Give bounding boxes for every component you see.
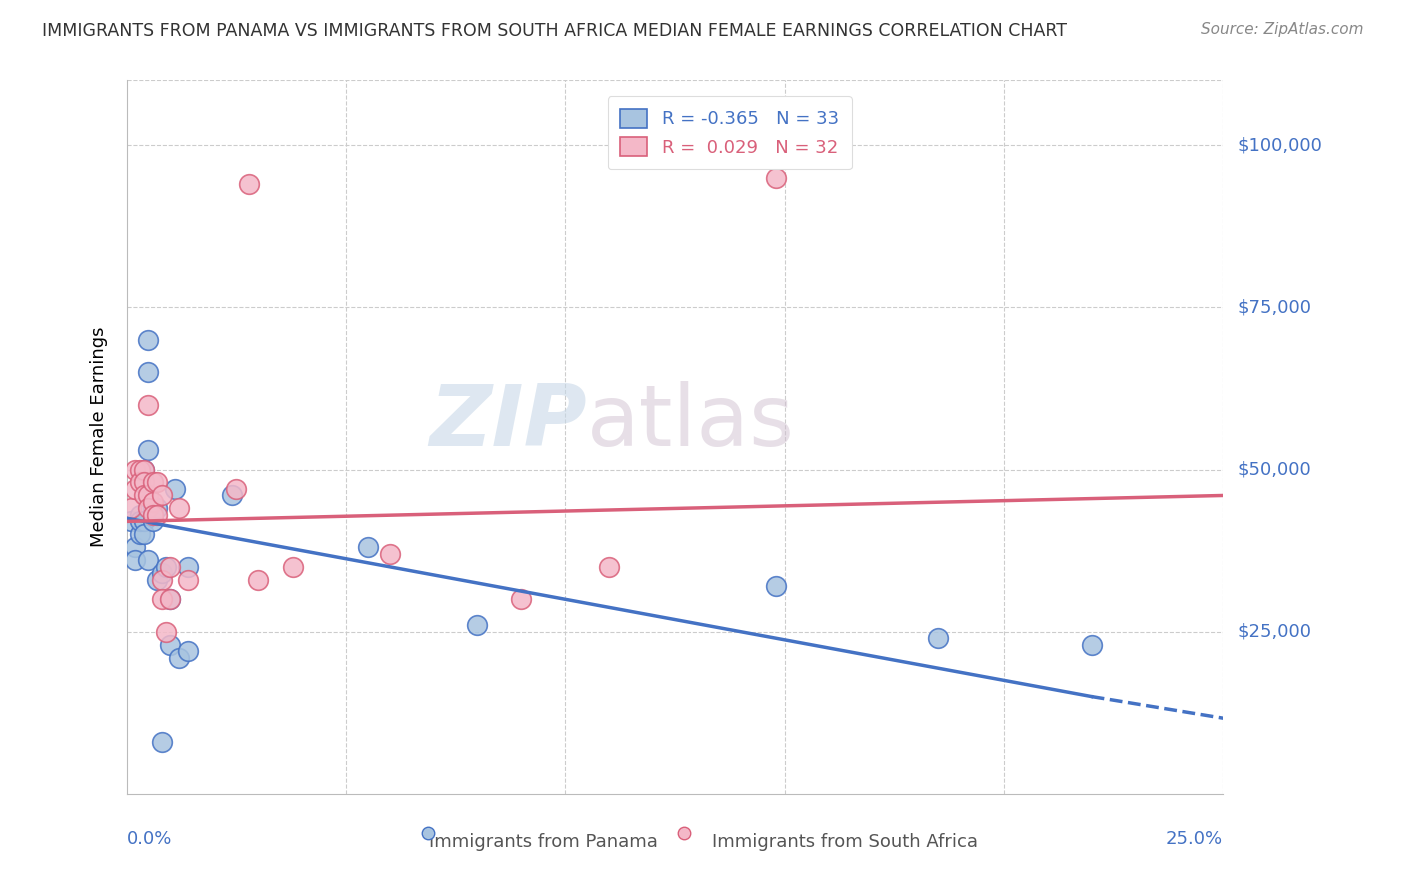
Point <box>150 735 173 749</box>
Point <box>146 573 169 587</box>
Point <box>159 559 181 574</box>
Text: 25.0%: 25.0% <box>1166 830 1223 847</box>
Point <box>155 624 177 639</box>
Text: Immigrants from Panama: Immigrants from Panama <box>429 833 658 851</box>
Point <box>1080 638 1102 652</box>
Point <box>177 644 200 658</box>
Point <box>510 592 533 607</box>
Point <box>765 579 787 593</box>
Point <box>138 398 160 412</box>
Point <box>155 559 177 574</box>
Point <box>132 488 155 502</box>
Point <box>128 508 150 522</box>
Point <box>927 631 949 645</box>
Point <box>225 482 247 496</box>
Point <box>124 541 146 555</box>
Text: Source: ZipAtlas.com: Source: ZipAtlas.com <box>1201 22 1364 37</box>
Point <box>128 462 150 476</box>
Legend: R = -0.365   N = 33, R =  0.029   N = 32: R = -0.365 N = 33, R = 0.029 N = 32 <box>607 96 852 169</box>
Point <box>598 559 620 574</box>
Text: $75,000: $75,000 <box>1237 298 1312 317</box>
Point <box>238 177 260 191</box>
Point <box>378 547 401 561</box>
Point <box>142 508 165 522</box>
Point <box>146 508 169 522</box>
Point <box>221 488 243 502</box>
Point <box>132 515 155 529</box>
Point <box>138 553 160 567</box>
Point <box>138 501 160 516</box>
Point <box>132 462 155 476</box>
Point <box>765 170 787 185</box>
Point <box>247 573 270 587</box>
Point <box>159 638 181 652</box>
Point <box>142 515 165 529</box>
Point <box>142 508 165 522</box>
Text: IMMIGRANTS FROM PANAMA VS IMMIGRANTS FROM SOUTH AFRICA MEDIAN FEMALE EARNINGS CO: IMMIGRANTS FROM PANAMA VS IMMIGRANTS FRO… <box>42 22 1067 40</box>
Point <box>128 515 150 529</box>
Text: $100,000: $100,000 <box>1237 136 1322 154</box>
Point <box>167 501 190 516</box>
Point <box>120 515 142 529</box>
Point <box>177 559 200 574</box>
Point <box>163 482 186 496</box>
Text: 0.0%: 0.0% <box>127 830 172 847</box>
Point <box>128 475 150 490</box>
Text: $50,000: $50,000 <box>1237 460 1310 478</box>
Point <box>128 527 150 541</box>
Point <box>142 501 165 516</box>
Point <box>159 592 181 607</box>
Point <box>146 501 169 516</box>
Point <box>467 618 489 632</box>
Point <box>150 566 173 581</box>
Text: atlas: atlas <box>588 381 796 465</box>
Point <box>120 501 142 516</box>
Point <box>159 592 181 607</box>
Point <box>124 553 146 567</box>
Point <box>138 443 160 458</box>
Point <box>142 495 165 509</box>
Point <box>138 488 160 502</box>
Point <box>150 592 173 607</box>
Point <box>138 333 160 347</box>
Point <box>167 650 190 665</box>
Point <box>146 475 169 490</box>
Text: Immigrants from South Africa: Immigrants from South Africa <box>711 833 977 851</box>
Point <box>177 573 200 587</box>
Point <box>124 462 146 476</box>
Text: ZIP: ZIP <box>429 381 588 465</box>
Point <box>132 527 155 541</box>
Point <box>132 462 155 476</box>
Point <box>138 365 160 379</box>
Point <box>142 475 165 490</box>
Point <box>283 559 305 574</box>
Point <box>132 475 155 490</box>
Point <box>124 482 146 496</box>
Y-axis label: Median Female Earnings: Median Female Earnings <box>90 326 108 548</box>
Point <box>357 541 380 555</box>
Text: $25,000: $25,000 <box>1237 623 1312 640</box>
Point <box>150 488 173 502</box>
Point <box>150 573 173 587</box>
